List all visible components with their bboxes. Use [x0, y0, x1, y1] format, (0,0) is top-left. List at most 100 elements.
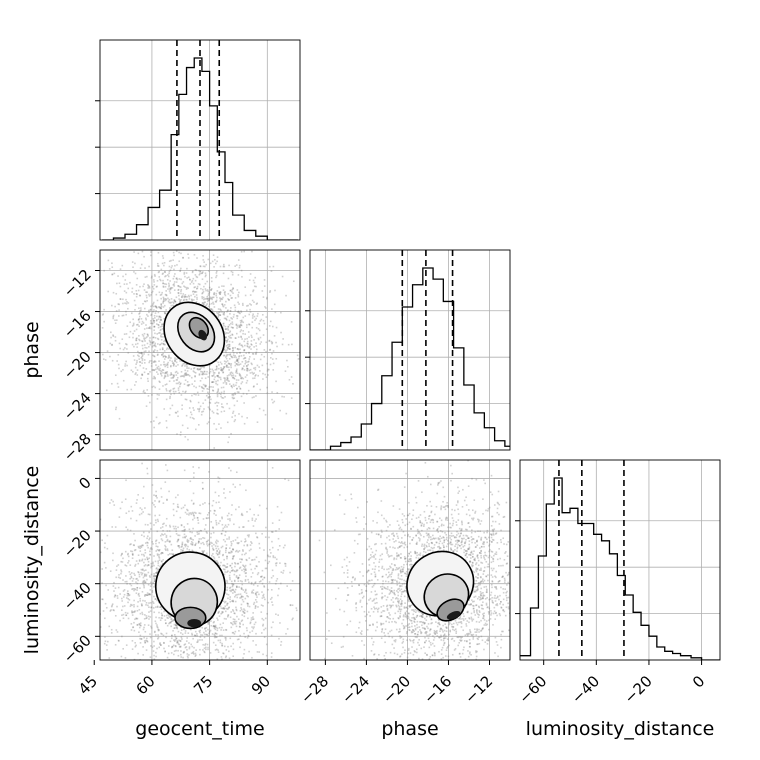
sample-point — [265, 316, 268, 318]
sample-point — [241, 345, 244, 348]
sample-point — [213, 543, 215, 546]
sample-point — [234, 375, 237, 377]
sample-point — [161, 323, 163, 326]
sample-point — [182, 293, 185, 295]
sample-point — [275, 357, 278, 360]
sample-point — [271, 428, 273, 430]
sample-point — [174, 371, 177, 374]
sample-point — [232, 631, 235, 634]
sample-point — [168, 356, 171, 359]
sample-point — [175, 623, 177, 626]
sample-point — [186, 513, 188, 515]
sample-point — [255, 342, 257, 345]
sample-point — [212, 527, 214, 529]
sample-point — [276, 448, 278, 450]
sample-point — [240, 620, 243, 623]
sample-point — [246, 417, 248, 419]
sample-point — [111, 526, 114, 528]
sample-point — [125, 479, 127, 482]
sample-point — [177, 665, 179, 667]
sample-point — [278, 528, 280, 530]
sample-point — [271, 596, 273, 599]
sample-point — [235, 381, 238, 384]
sample-point — [161, 533, 163, 535]
sample-point — [239, 634, 242, 637]
sample-point — [160, 293, 163, 296]
sample-point — [247, 345, 249, 348]
sample-point — [183, 469, 186, 472]
sample-point — [195, 701, 197, 703]
sample-point — [210, 289, 212, 291]
sample-point — [246, 660, 248, 662]
sample-point — [230, 566, 233, 569]
sample-point — [107, 290, 109, 293]
sample-point — [216, 311, 218, 314]
sample-point — [149, 633, 151, 635]
sample-point — [262, 624, 264, 627]
sample-point — [217, 612, 220, 614]
sample-point — [125, 310, 127, 313]
sample-point — [275, 580, 278, 582]
sample-point — [245, 540, 247, 542]
sample-point — [240, 603, 243, 606]
sample-point — [234, 297, 237, 299]
sample-point — [155, 306, 157, 309]
sample-point — [228, 650, 230, 653]
sample-point — [188, 298, 191, 300]
sample-point — [222, 368, 225, 370]
sample-point — [211, 260, 214, 263]
sample-point — [141, 611, 143, 614]
sample-point — [226, 514, 229, 517]
sample-point — [151, 541, 154, 543]
sample-point — [276, 391, 279, 394]
sample-point — [223, 324, 225, 327]
sample-point — [147, 373, 149, 375]
sample-point — [254, 605, 257, 608]
sample-point — [222, 568, 225, 570]
sample-point — [164, 375, 167, 378]
sample-point — [220, 363, 223, 365]
sample-point — [230, 550, 233, 553]
sample-point — [210, 277, 213, 279]
sample-point — [229, 564, 232, 567]
sample-point — [236, 542, 239, 544]
sample-point — [213, 636, 216, 639]
sample-point — [181, 543, 184, 545]
sample-point — [163, 647, 165, 650]
sample-point — [141, 340, 144, 343]
sample-point — [173, 305, 175, 307]
sample-point — [192, 247, 194, 249]
sample-point — [134, 373, 137, 376]
sample-point — [276, 578, 279, 580]
sample-point — [116, 565, 118, 568]
sample-point — [215, 294, 218, 297]
sample-point — [237, 577, 239, 580]
sample-point — [189, 283, 192, 285]
sample-point — [236, 327, 238, 329]
sample-point — [248, 323, 251, 326]
sample-point — [127, 561, 129, 564]
sample-point — [244, 359, 247, 362]
sample-point — [194, 291, 196, 293]
sample-point — [191, 531, 193, 534]
sample-point — [272, 325, 274, 328]
sample-point — [254, 366, 257, 369]
sample-point — [135, 284, 138, 286]
sample-point — [82, 522, 84, 524]
sample-point — [199, 270, 201, 273]
sample-point — [269, 320, 272, 323]
sample-point — [213, 509, 216, 512]
sample-point — [268, 536, 270, 539]
sample-point — [241, 580, 243, 583]
sample-point — [289, 589, 292, 591]
sample-point — [164, 372, 166, 375]
sample-point — [223, 317, 226, 320]
sample-point — [247, 361, 249, 363]
sample-point — [231, 297, 233, 299]
sample-point — [219, 393, 222, 396]
sample-point — [235, 323, 238, 326]
sample-point — [168, 290, 171, 292]
sample-point — [175, 528, 177, 530]
sample-point — [160, 333, 163, 336]
sample-point — [157, 549, 160, 552]
